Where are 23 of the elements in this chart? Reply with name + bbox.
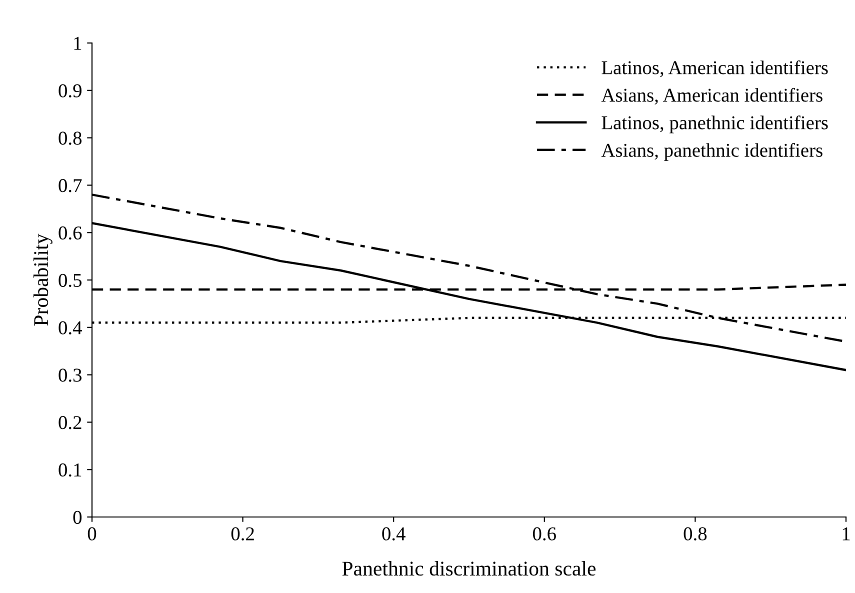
y-tick-label: 0.5 bbox=[58, 274, 82, 288]
y-tick-label: 0.4 bbox=[58, 321, 82, 334]
y-tick-label: 0.9 bbox=[58, 84, 82, 98]
y-tick-label: 0.3 bbox=[58, 368, 82, 382]
legend-label: Latinos, panethnic identifiers bbox=[602, 115, 828, 134]
x-tick-label: 0 bbox=[88, 527, 96, 540]
x-tick-label: 1 bbox=[842, 527, 850, 540]
legend-label: Latinos, American identifiers bbox=[602, 60, 828, 78]
legend-label: Asians, American identifiers bbox=[601, 88, 822, 105]
y-tick-label: 0.7 bbox=[58, 179, 82, 192]
x-tick-label: 0.4 bbox=[382, 527, 406, 540]
y-tick-label: 0.6 bbox=[58, 226, 82, 240]
y-tick-label: 0 bbox=[73, 510, 82, 524]
x-tick-label: 0.6 bbox=[532, 527, 556, 540]
legend-label: Asians, panethnic identifiers bbox=[601, 143, 822, 161]
y-axis-title: Probability bbox=[33, 234, 52, 326]
y-tick-label: 0.8 bbox=[58, 132, 82, 145]
x-axis-title: Panethnic discrimination scale bbox=[342, 561, 596, 576]
y-tick-label: 1 bbox=[74, 36, 82, 50]
y-tick-label: 0.1 bbox=[58, 463, 82, 477]
x-tick-label: 0.2 bbox=[231, 527, 254, 540]
y-tick-label: 0.2 bbox=[58, 416, 82, 430]
x-tick-label: 0.8 bbox=[684, 527, 707, 540]
